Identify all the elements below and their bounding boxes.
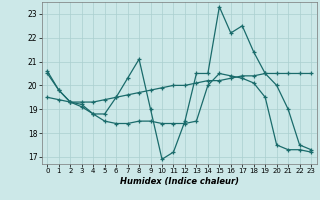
X-axis label: Humidex (Indice chaleur): Humidex (Indice chaleur) bbox=[120, 177, 239, 186]
